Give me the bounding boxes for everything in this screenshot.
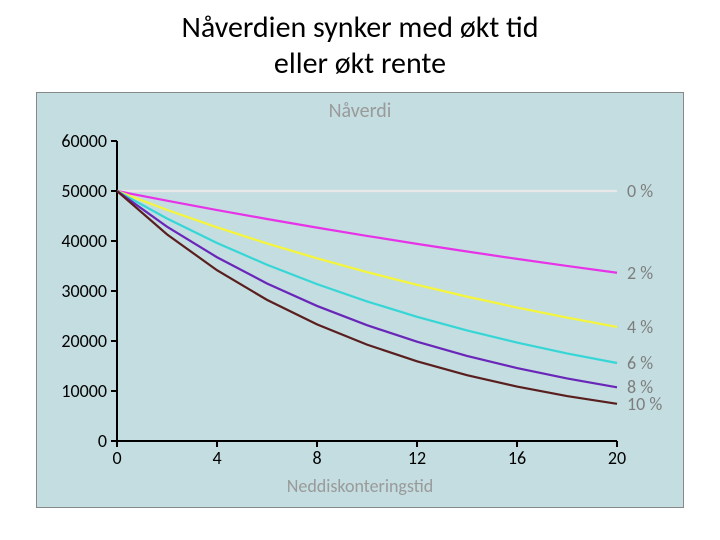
x-tick-label: 4 <box>212 447 221 469</box>
y-tick-label: 10000 <box>39 380 107 402</box>
y-tick-label: 40000 <box>39 230 107 252</box>
series-label: 4 % <box>627 316 653 338</box>
series-label: 6 % <box>627 352 653 374</box>
y-tick-label: 60000 <box>39 130 107 152</box>
x-tick-label: 20 <box>608 447 626 469</box>
x-tick-label: 12 <box>408 447 426 469</box>
chart-container: Nåverdi Neddiskonteringstid 0 10000 20000 3… <box>36 92 684 508</box>
x-tick-label: 8 <box>312 447 321 469</box>
x-tick-label: 16 <box>508 447 526 469</box>
y-tick-label: 50000 <box>39 180 107 202</box>
y-tick-label: 30000 <box>39 280 107 302</box>
plot-area <box>117 141 617 441</box>
series-label: 10 % <box>627 393 662 415</box>
series-label: 0 % <box>627 180 653 202</box>
x-axis-label: Neddiskonteringstid <box>37 475 683 497</box>
x-tick-label: 0 <box>112 447 121 469</box>
title-line-2: eller økt rente <box>274 45 446 82</box>
title-line-1: Nåverdien synker med økt tid <box>181 9 538 46</box>
y-tick-label: 20000 <box>39 330 107 352</box>
y-tick-label: 0 <box>39 430 107 452</box>
chart-svg <box>117 141 617 441</box>
series-label: 2 % <box>627 262 653 284</box>
slide: Nåverdien synker med økt tid eller økt r… <box>0 0 720 540</box>
page-title: Nåverdien synker med økt tid eller økt r… <box>0 0 720 82</box>
chart-title: Nåverdi <box>37 93 683 123</box>
